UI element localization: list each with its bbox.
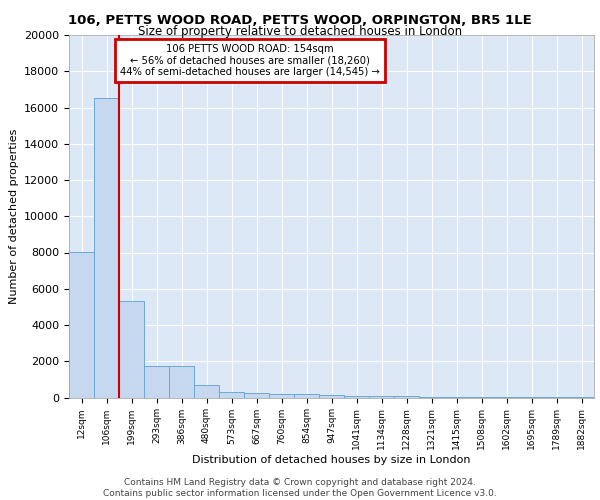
Bar [144,366,169,398]
Y-axis label: Number of detached properties: Number of detached properties [8,128,19,304]
Bar [319,395,344,398]
Bar [344,396,369,398]
Bar [369,396,394,398]
Bar [119,302,144,398]
Text: 106 PETTS WOOD ROAD: 154sqm
← 56% of detached houses are smaller (18,260)
44% of: 106 PETTS WOOD ROAD: 154sqm ← 56% of det… [120,44,380,78]
Text: 106, PETTS WOOD ROAD, PETTS WOOD, ORPINGTON, BR5 1LE: 106, PETTS WOOD ROAD, PETTS WOOD, ORPING… [68,14,532,27]
Bar [94,98,119,398]
Bar [244,393,269,398]
Bar [394,396,419,398]
Bar [419,396,444,398]
Text: Contains HM Land Registry data © Crown copyright and database right 2024.
Contai: Contains HM Land Registry data © Crown c… [103,478,497,498]
Bar [219,392,244,398]
Bar [294,394,319,398]
Bar [169,366,194,398]
Bar [69,252,94,398]
Bar [444,397,469,398]
Bar [469,397,494,398]
X-axis label: Distribution of detached houses by size in London: Distribution of detached houses by size … [192,455,471,465]
Bar [269,394,294,398]
Bar [194,385,219,398]
Text: Size of property relative to detached houses in London: Size of property relative to detached ho… [138,25,462,38]
